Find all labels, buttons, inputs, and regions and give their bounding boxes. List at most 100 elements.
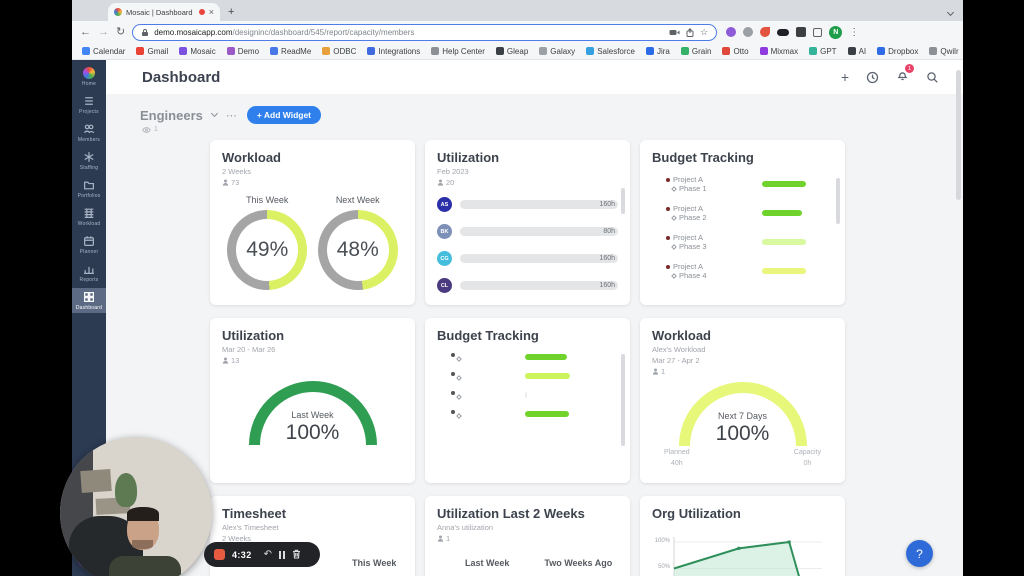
bookmark-label: ReadMe [281, 46, 312, 56]
search-icon[interactable] [926, 71, 939, 84]
sidebar-item-workload[interactable]: Workload [72, 204, 106, 229]
url-text: demo.mosaicapp.com/designinc/dashboard/5… [154, 28, 664, 37]
column-header: Two Weeks Ago [544, 558, 613, 568]
sidebar-item-portfolios[interactable]: Portfolios [72, 176, 106, 201]
notifications-bell-icon[interactable]: 1 [896, 64, 914, 86]
tab-strip-chevron-down-icon[interactable] [946, 8, 955, 17]
bookmark-item[interactable]: Dropbox [877, 47, 918, 56]
browser-tab[interactable]: Mosaic | Dashboard × [108, 3, 220, 21]
avatar[interactable]: CG [437, 251, 452, 266]
budget-row: Project A Phase 3 [652, 233, 833, 251]
bookmark-item[interactable]: Demo [226, 46, 260, 56]
sidebar-item-staffing[interactable]: Staffing [72, 148, 106, 173]
dashboard-options-icon[interactable]: ⋯ [225, 109, 238, 122]
person-beard [132, 540, 154, 550]
asterisk-icon [84, 152, 94, 162]
restart-recording-icon[interactable]: ↶ [263, 549, 273, 560]
widget-scrollbar[interactable] [621, 188, 625, 214]
sidebar-item-members[interactable]: Members [72, 120, 106, 145]
bookmark-item[interactable]: Gmail [136, 47, 168, 56]
add-button[interactable]: + [840, 69, 849, 85]
add-widget-button[interactable]: + Add Widget [246, 106, 322, 124]
project-label: Project A [673, 204, 704, 213]
tab-close-icon[interactable]: × [208, 6, 214, 17]
share-icon[interactable] [686, 27, 694, 37]
camera-indicator-icon[interactable] [669, 29, 680, 36]
sidebar-item-dashboard[interactable]: Dashboard [72, 288, 106, 313]
bookmark-label: Help Center [442, 46, 485, 56]
widget-scrollbar[interactable] [621, 354, 625, 446]
chevron-down-icon[interactable] [210, 109, 218, 118]
bookmark-item[interactable]: Qwilr [929, 47, 959, 56]
budget-row [437, 391, 618, 400]
delete-recording-icon[interactable] [292, 546, 301, 564]
phase-diamond-icon [671, 214, 677, 221]
extensions-puzzle-icon[interactable] [796, 27, 807, 37]
sidebar-item-reports[interactable]: Reports [72, 260, 106, 285]
utilization-bar: 80h [460, 227, 618, 236]
page-scrollbar[interactable] [956, 70, 961, 200]
bookmark-favicon-icon [136, 47, 145, 55]
bookmark-item[interactable]: Grain [680, 47, 711, 56]
bookmark-item[interactable]: Calendar [82, 47, 125, 56]
widget-workload-2weeks: Workload 2 Weeks 73 This Week 49% [210, 140, 415, 305]
pause-recording-icon[interactable] [279, 550, 286, 559]
widget-scrollbar[interactable] [836, 178, 840, 224]
app-header: Dashboard + 1 [106, 60, 963, 94]
avatar[interactable]: CL [437, 278, 452, 293]
mosaic-app: Home Projects Members Staffing [72, 60, 963, 576]
browser-profile-avatar[interactable]: N [829, 25, 843, 39]
bookmark-item[interactable]: Mosaic [179, 47, 216, 56]
budget-row: Project A Phase 2 [652, 204, 833, 222]
back-button[interactable]: ← [80, 25, 91, 38]
bookmark-item[interactable]: Mixmax [759, 47, 798, 56]
bookmark-star-icon[interactable]: ☆ [700, 26, 709, 37]
bookmark-label: GPT [820, 46, 837, 56]
bookmark-item[interactable]: GPT [809, 46, 837, 56]
avatar[interactable]: BK [437, 224, 452, 239]
bookmark-favicon-icon [847, 47, 856, 55]
forward-button[interactable]: → [98, 25, 109, 38]
extension-purple-icon[interactable] [726, 27, 737, 37]
tab-group-icon[interactable] [813, 27, 823, 37]
reload-button[interactable]: ↻ [116, 25, 126, 38]
browser-menu-kebab-icon[interactable]: ⋮ [849, 26, 860, 38]
extension-feather-icon[interactable] [760, 27, 771, 37]
sidebar-item-planner[interactable]: Planner [72, 232, 106, 257]
help-button[interactable]: ? [906, 540, 933, 567]
bookmark-item[interactable]: Galaxy [539, 47, 575, 56]
bookmark-item[interactable]: Integrations [367, 47, 420, 56]
project-dot-icon [666, 177, 670, 182]
bookmark-item[interactable]: AI [847, 46, 867, 56]
url-input[interactable]: demo.mosaicapp.com/designinc/dashboard/5… [132, 23, 718, 41]
bookmark-label: Demo [237, 46, 260, 56]
webcam-video-overlay[interactable] [60, 437, 212, 576]
hours-value: 160h [599, 201, 615, 208]
budget-row [437, 353, 618, 362]
bookmark-item[interactable]: ReadMe [270, 47, 311, 56]
bookmark-item[interactable]: ODBC [322, 47, 356, 56]
new-tab-button[interactable]: + [228, 6, 235, 18]
history-clock-icon[interactable] [866, 71, 879, 84]
bookmark-label: AI [858, 46, 867, 56]
person-body [108, 555, 181, 576]
stop-recording-button[interactable] [214, 549, 225, 560]
bookmark-item[interactable]: Jira [645, 47, 670, 56]
dashboard-group-selector[interactable]: Engineers [140, 107, 203, 123]
bookmark-favicon-icon [179, 47, 188, 55]
project-dot-icon [451, 372, 455, 376]
sidebar-item-projects[interactable]: Projects [72, 92, 106, 117]
bookmark-item[interactable]: Gleap [495, 47, 528, 56]
sidebar-item-home[interactable]: Home [72, 64, 106, 89]
bookmark-favicon-icon [877, 47, 886, 55]
project-label: Project A [673, 262, 704, 271]
extension-oval-icon[interactable] [777, 28, 790, 36]
bookmark-item[interactable]: Otto [722, 47, 749, 56]
bookmark-favicon-icon [322, 47, 331, 55]
project-dot-icon [666, 206, 670, 211]
bookmark-favicon-icon [270, 47, 279, 55]
avatar[interactable]: AS [437, 197, 452, 212]
extension-globe-icon[interactable] [743, 27, 754, 37]
bookmark-item[interactable]: Salesforce [586, 47, 635, 56]
bookmark-item[interactable]: Help Center [431, 47, 485, 56]
